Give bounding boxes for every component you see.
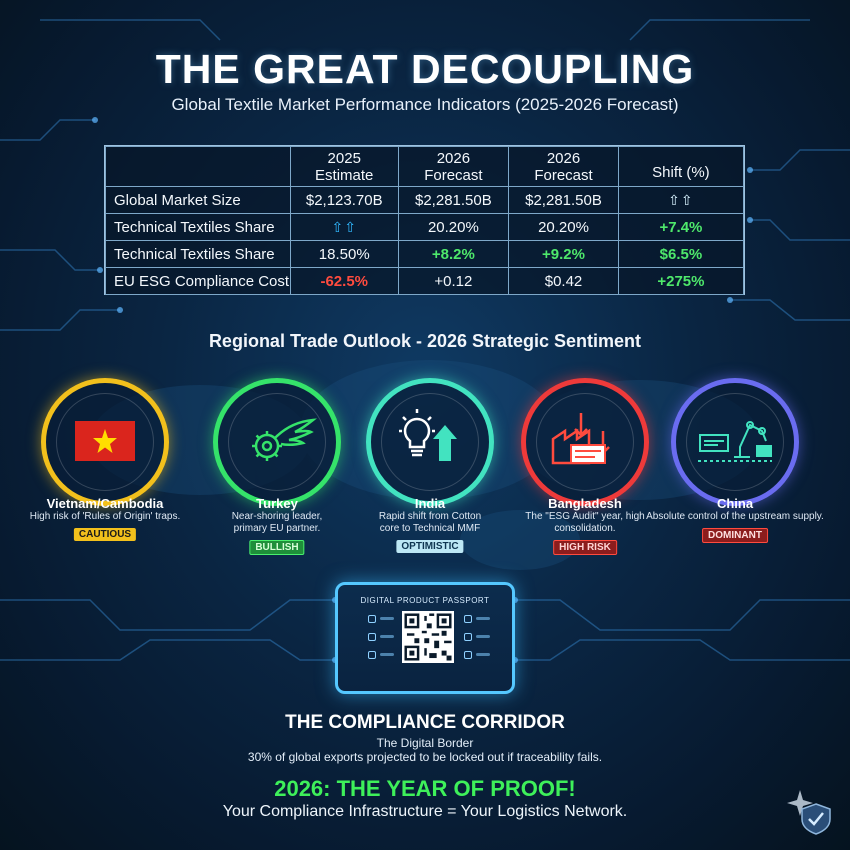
region-card-vietnam: Vietnam/Cambodia High risk of 'Rules of … <box>20 378 190 548</box>
passport-icon <box>368 651 376 659</box>
status-badge: OPTIMISTIC <box>396 540 464 553</box>
tagline: Your Compliance Infrastructure = Your Lo… <box>222 803 628 820</box>
cell-value: 20.20% <box>397 213 510 241</box>
table-row: Global Market Size $2,123.70B $2,281.50B… <box>105 186 745 214</box>
passport-line <box>476 635 490 638</box>
page-title: THE GREAT DECOUPLING <box>155 46 695 92</box>
cell-value-positive: +8.2% <box>397 240 510 268</box>
region-name: Vietnam/Cambodia <box>46 496 164 511</box>
table-header-row: 2025 Estimate 2026 Forecast 2026 Forecast S… <box>105 146 745 187</box>
compliance-corridor-title: THE COMPLIANCE CORRIDOR <box>285 712 565 733</box>
region-ring <box>671 378 799 506</box>
compliance-corridor-subtitle: The Digital Border <box>376 736 474 750</box>
table-row: EU ESG Compliance Cost -62.5% +0.12 $0.4… <box>105 267 745 295</box>
region-ring <box>366 378 494 506</box>
cell-value: 18.50% <box>289 240 399 268</box>
region-name: China <box>716 496 754 511</box>
digital-product-passport: DIGITAL PRODUCT PASSPORT <box>335 582 515 694</box>
table-header-shift: Shift (%) <box>617 146 745 187</box>
row-label: Global Market Size <box>105 186 291 214</box>
region-name: Bangladesh <box>548 496 622 511</box>
region-description: High risk of 'Rules of Origin' traps. <box>29 511 181 522</box>
cell-value-positive: +9.2% <box>508 240 619 268</box>
compliance-corridor-description: 30% of global exports projected to be lo… <box>247 750 603 764</box>
year-of-proof-headline: 2026: THE YEAR OF PROOF! <box>274 776 576 801</box>
region-ring <box>213 378 341 506</box>
passport-icon <box>464 633 472 641</box>
cell-value: $0.42 <box>508 267 619 295</box>
table-row: Technical Textiles Share 18.50% +8.2% +9… <box>105 240 745 268</box>
status-badge: BULLISH <box>249 540 305 555</box>
region-description: Rapid shift from Cotton core to Technica… <box>378 511 482 534</box>
cell-value-positive: +275% <box>617 267 745 295</box>
passport-icon <box>464 615 472 623</box>
passport-icon <box>368 615 376 623</box>
region-card-india: India Rapid shift from Cotton core to Te… <box>345 378 515 553</box>
cell-value: $2,281.50B <box>397 186 510 214</box>
passport-line <box>476 617 490 620</box>
sparkle-shield-icon <box>787 790 831 835</box>
passport-title: DIGITAL PRODUCT PASSPORT <box>360 596 490 605</box>
table-header-2025-estimate: 2025 Estimate <box>289 146 399 187</box>
passport-icon <box>368 633 376 641</box>
up-arrows-icon: ⇧⇧ <box>617 186 745 214</box>
region-name: Turkey <box>256 496 298 511</box>
vietnam-flag-icon <box>75 421 135 461</box>
cell-value: $2,123.70B <box>289 186 399 214</box>
factory-down-arrow-icon <box>551 413 610 465</box>
table-row: Technical Textiles Share ⇧⇧ 20.20% 20.20… <box>105 213 745 241</box>
region-card-bangladesh: Bangladesh The "ESG Audit" year, high co… <box>500 378 670 555</box>
cell-value: $2,281.50B <box>508 186 619 214</box>
row-label: Technical Textiles Share <box>105 213 291 241</box>
row-label: Technical Textiles Share <box>105 240 291 268</box>
cell-value-positive: $6.5% <box>617 240 745 268</box>
lightbulb-arrow-icon <box>399 409 457 461</box>
region-ring <box>41 378 169 506</box>
table-header-2026-forecast-b: 2026 Forecast <box>508 146 619 187</box>
cell-value-positive: +7.4% <box>617 213 745 241</box>
table-header-empty <box>105 146 291 187</box>
cell-value: 20.20% <box>508 213 619 241</box>
passport-line <box>380 635 394 638</box>
table-header-2026-forecast: 2026 Forecast <box>397 146 510 187</box>
status-badge: CAUTIOUS <box>73 528 137 541</box>
region-card-china: China Absolute control of the upstream s… <box>646 378 824 548</box>
region-description: Absolute control of the upstream supply. <box>646 511 824 522</box>
region-card-turkey: Turkey Near-shoring leader, primary EU p… <box>192 378 362 555</box>
up-arrows-icon: ⇧⇧ <box>289 213 399 241</box>
region-description: The "ESG Audit" year, high consolidation… <box>525 511 645 534</box>
passport-icon <box>464 651 472 659</box>
cell-value: +0.12 <box>397 267 510 295</box>
passport-line <box>476 653 490 656</box>
region-description: Near-shoring leader, primary EU partner. <box>231 511 323 534</box>
passport-line <box>380 617 394 620</box>
row-label: EU ESG Compliance Cost <box>105 267 291 295</box>
page-subtitle: Global Textile Market Performance Indica… <box>171 95 679 114</box>
indicators-table: 2025 Estimate 2026 Forecast 2026 Forecast S… <box>104 145 745 295</box>
status-badge: HIGH RISK <box>553 540 617 555</box>
qr-code-icon <box>402 611 454 663</box>
region-name: India <box>414 496 446 511</box>
passport-line <box>380 653 394 656</box>
cell-value-negative: -62.5% <box>289 267 399 295</box>
robot-arm-icon <box>698 421 772 462</box>
status-badge: DOMINANT <box>702 528 768 543</box>
winged-gear-icon <box>252 418 317 461</box>
regional-outlook-title: Regional Trade Outlook - 2026 Strategic … <box>208 331 642 351</box>
region-ring <box>521 378 649 506</box>
